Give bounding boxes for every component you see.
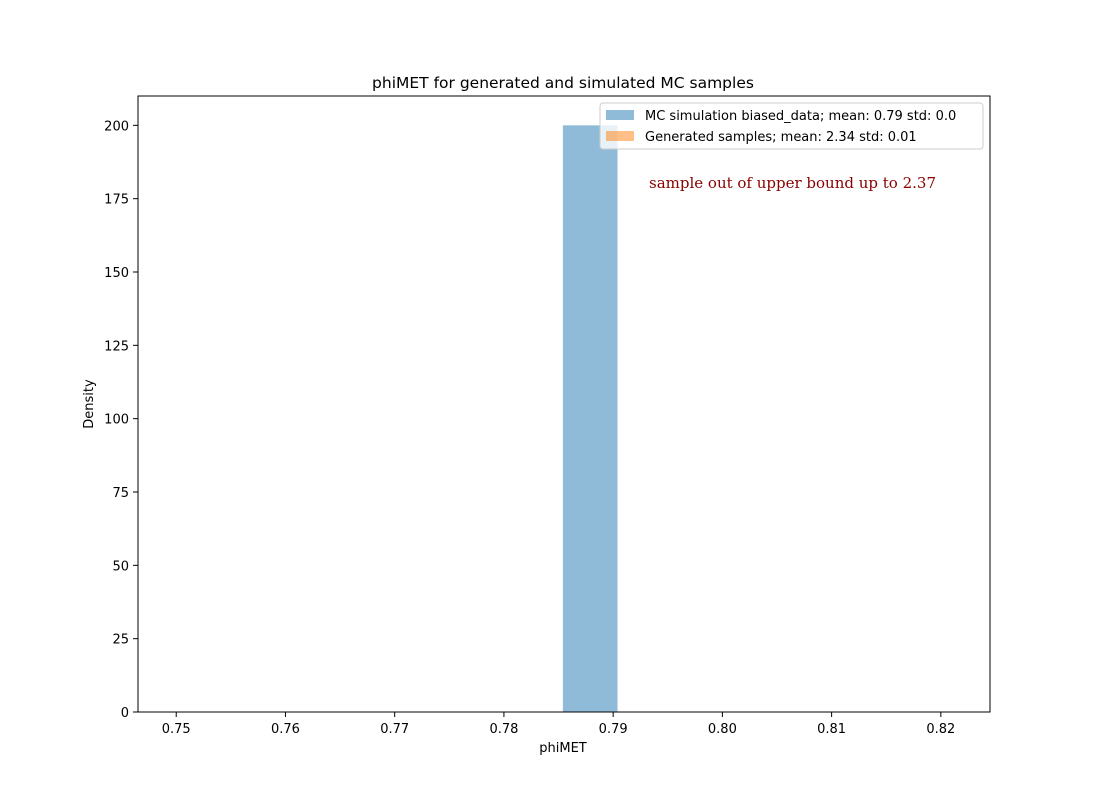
histogram-bar-series-0-0	[562, 125, 618, 713]
legend-swatch-generated-samples	[606, 131, 634, 141]
out-of-bound-annotation: sample out of upper bound up to 2.37	[649, 174, 936, 192]
x-tick-label: 0.82	[926, 722, 955, 737]
legend-swatch-mc-simulation	[606, 110, 634, 120]
x-tick-label: 0.75	[162, 722, 191, 737]
y-tick-label: 25	[112, 633, 129, 648]
histogram-bars	[562, 125, 618, 713]
y-axis-ticks: 0 25 50 75 100 125 150 175 200	[104, 119, 138, 721]
y-tick-label: 125	[104, 339, 129, 354]
x-tick-label: 0.79	[599, 722, 628, 737]
y-tick-label: 75	[112, 486, 129, 501]
y-tick-label: 175	[104, 193, 129, 208]
x-tick-label: 0.81	[817, 722, 846, 737]
y-tick-label: 150	[104, 266, 129, 281]
x-tick-label: 0.76	[271, 722, 300, 737]
axes-frame	[137, 95, 991, 713]
legend: MC simulation biased_data; mean: 0.79 st…	[599, 102, 984, 150]
y-tick-label: 0	[121, 706, 129, 721]
x-tick-label: 0.77	[380, 722, 409, 737]
y-tick-label: 200	[104, 119, 129, 134]
x-tick-label: 0.78	[489, 722, 518, 737]
y-tick-label: 50	[112, 559, 129, 574]
x-axis-ticks: 0.75 0.76 0.77 0.78 0.79 0.80 0.81 0.82	[162, 712, 955, 737]
x-tick-label: 0.80	[708, 722, 737, 737]
x-axis-label: phiMET	[539, 741, 587, 756]
legend-label-mc-simulation: MC simulation biased_data; mean: 0.79 st…	[645, 109, 956, 124]
legend-frame	[599, 102, 984, 150]
legend-label-generated-samples: Generated samples; mean: 2.34 std: 0.01	[645, 130, 917, 145]
y-axis-label: Density	[82, 379, 97, 429]
chart-title: phiMET for generated and simulated MC sa…	[372, 74, 754, 92]
y-tick-label: 100	[104, 413, 129, 428]
